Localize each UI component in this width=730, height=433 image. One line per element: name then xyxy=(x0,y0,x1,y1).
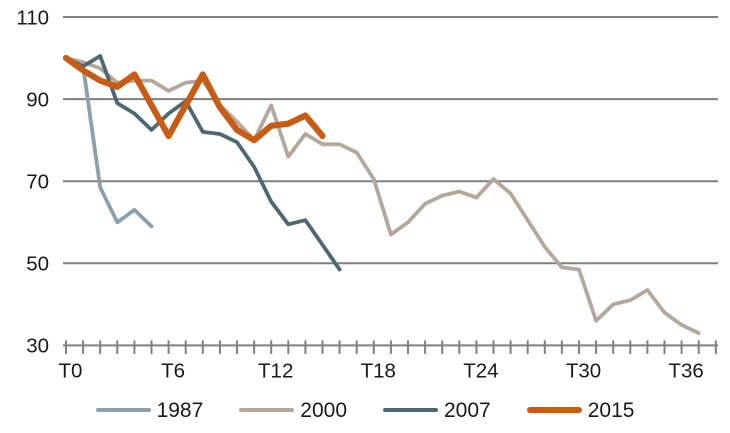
legend-swatch-2015 xyxy=(526,406,582,414)
x-tick-label: T6 xyxy=(161,360,185,383)
x-tick-label: T0 xyxy=(59,360,83,383)
legend-item-2015: 2015 xyxy=(526,398,635,422)
legend-label-2015: 2015 xyxy=(587,398,635,422)
y-tick-label: 70 xyxy=(26,171,49,194)
legend-label-2007: 2007 xyxy=(444,398,491,422)
x-axis-ticks xyxy=(65,340,717,354)
legend-item-1987: 1987 xyxy=(95,398,204,422)
series-line-2000 xyxy=(64,56,701,336)
legend-label-2000: 2000 xyxy=(300,398,347,422)
legend-item-2007: 2007 xyxy=(383,400,491,421)
y-axis-labels: 110 90 70 50 30 xyxy=(16,6,49,357)
y-tick-label: 90 xyxy=(26,88,49,111)
series-lines xyxy=(62,54,701,336)
legend-item-2000: 2000 xyxy=(239,400,347,421)
x-tick-label: T36 xyxy=(668,360,703,383)
gridlines xyxy=(63,16,718,347)
y-tick-label: 50 xyxy=(26,253,49,276)
legend: 1987 2000 2007 2015 xyxy=(0,394,730,426)
legend-swatch-2007 xyxy=(383,408,438,412)
legend-label-1987: 1987 xyxy=(156,398,204,422)
y-tick-label: 110 xyxy=(16,6,49,29)
y-tick-label: 30 xyxy=(26,335,49,358)
legend-swatch-1987 xyxy=(95,408,151,412)
series-line-2007 xyxy=(64,54,342,272)
x-tick-label: T30 xyxy=(566,360,601,383)
series-line-2015 xyxy=(62,54,326,144)
x-tick-label: T12 xyxy=(258,360,293,383)
x-tick-label: T24 xyxy=(463,360,498,383)
x-axis-labels: T0 T6 T12 T18 T24 T30 T36 xyxy=(59,360,704,383)
legend-swatch-2000 xyxy=(239,408,295,412)
x-tick-label: T18 xyxy=(361,360,396,383)
plot-area: 110 90 70 50 30 T0 T6 T12 T18 T24 T30 T36 xyxy=(16,6,718,383)
